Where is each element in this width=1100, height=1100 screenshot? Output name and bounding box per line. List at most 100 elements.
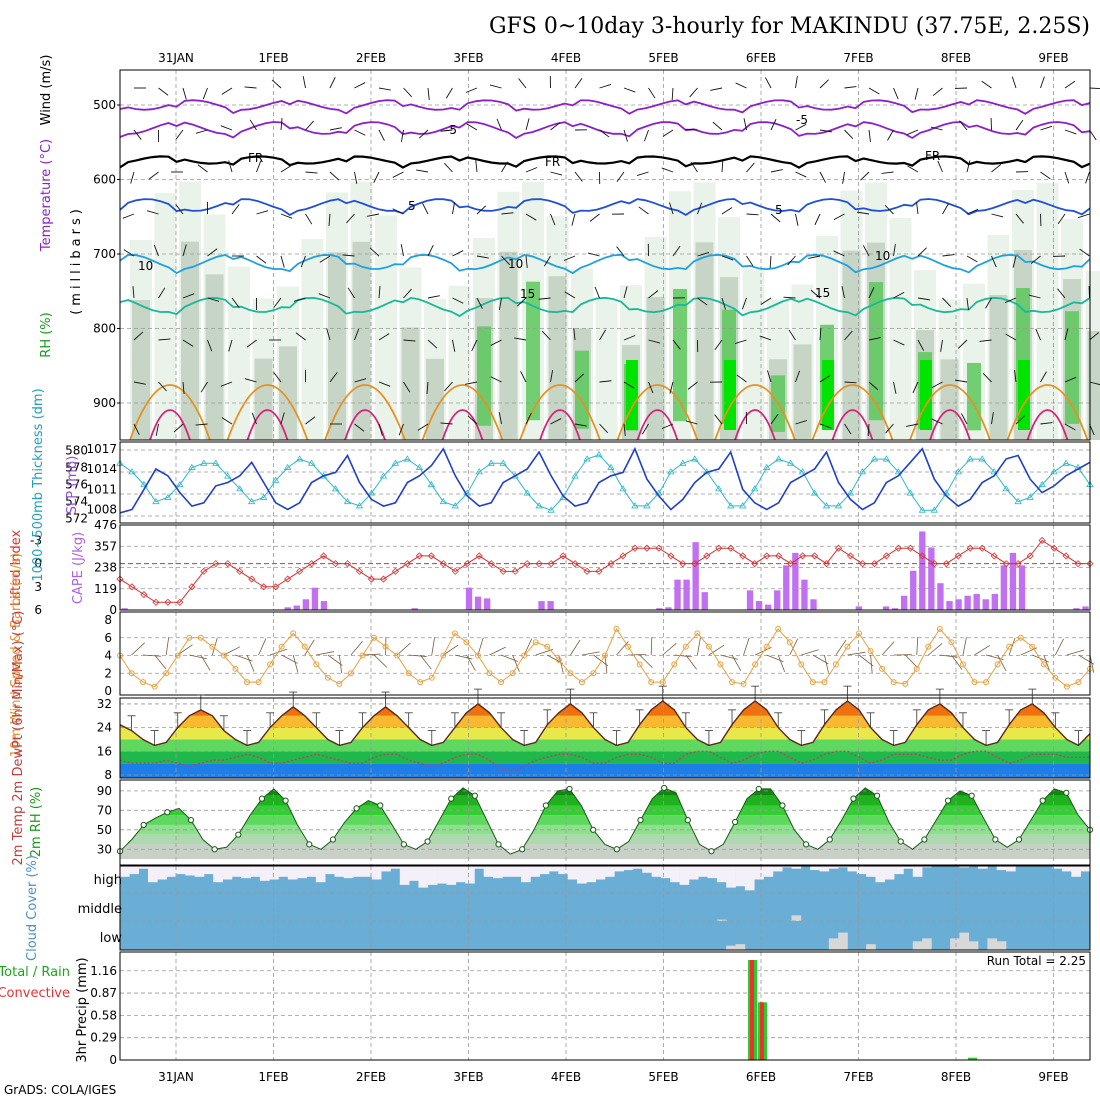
wind-barb-10m — [373, 654, 388, 668]
wind-barb — [525, 255, 528, 268]
wind-barb — [195, 423, 208, 426]
wind-barb — [367, 213, 380, 217]
wind-barb — [697, 297, 708, 306]
li-marker — [739, 552, 747, 560]
thickness-marker — [858, 468, 867, 475]
cape-bar — [474, 596, 482, 610]
li-marker — [523, 560, 531, 568]
wind-barb — [1011, 76, 1017, 89]
li-marker — [595, 567, 603, 575]
rh-band-mid — [181, 241, 199, 440]
wind-barb — [916, 202, 919, 215]
wind-barb — [746, 255, 754, 267]
wind-barb — [516, 297, 527, 307]
wind-barb — [403, 288, 412, 299]
wind-speed-marker — [832, 661, 839, 668]
wind-tick: 4 — [104, 649, 112, 663]
thickness-marker — [176, 480, 184, 488]
cloud-cell — [922, 866, 932, 868]
wind-barb — [427, 295, 440, 299]
rh-marker — [282, 797, 289, 804]
li-marker — [858, 560, 867, 568]
wind-barb — [467, 415, 478, 425]
thickness-marker — [1026, 493, 1034, 500]
thickness-marker — [595, 451, 603, 458]
wind-speed-marker — [613, 625, 620, 632]
li-marker — [367, 575, 376, 583]
rh-marker — [613, 846, 620, 853]
wind-barb — [329, 77, 336, 89]
wind-ylabel: 10m Wind Speed & Barbs (m/s) — [9, 553, 24, 758]
wind-barb — [623, 286, 628, 299]
wind-barb — [550, 370, 554, 383]
contour-label: 10 — [875, 249, 890, 263]
wind-barb — [427, 87, 430, 100]
wind-barb — [743, 118, 747, 131]
wind-barb — [687, 381, 698, 390]
wind-speed-marker — [371, 634, 378, 641]
cloud-cell — [1006, 866, 1016, 872]
wind-speed-marker — [174, 652, 181, 659]
wind-barb-10m — [777, 654, 786, 672]
top-date-label: 7FEB — [843, 51, 873, 65]
thickness-marker — [691, 455, 699, 462]
cloud-row-label: low — [100, 931, 123, 946]
wind-speed-marker — [301, 643, 308, 650]
li-marker — [511, 567, 519, 575]
cloud-cell — [175, 866, 186, 875]
rh-band-bright — [1018, 360, 1030, 430]
wind-barb — [182, 87, 187, 100]
cloud-cell — [120, 866, 130, 877]
upper-ylabel-mb: (millibars) — [69, 205, 84, 315]
wind-speed-marker — [521, 652, 528, 659]
cape-tick: 476 — [94, 518, 117, 532]
li-marker — [499, 567, 507, 575]
cloud-cell — [474, 866, 485, 869]
wind-speed-marker — [324, 674, 331, 681]
wind-barb — [906, 129, 919, 136]
wind-barb — [979, 339, 992, 342]
wind-barb — [319, 255, 331, 263]
chart-title: GFS 0~10day 3-hourly for MAKINDU (37.75E… — [489, 14, 1090, 39]
wind-barb — [1079, 248, 1090, 257]
wind-speed-marker — [151, 683, 158, 690]
cape-bar — [928, 547, 935, 610]
wind-barb — [868, 129, 871, 142]
wind-speed-marker — [244, 679, 251, 686]
wind-barb — [132, 286, 135, 299]
wind-barb — [133, 331, 144, 341]
cloud-cell — [194, 866, 205, 877]
cape-bar — [919, 531, 926, 610]
isotherm-arch-orange — [811, 384, 894, 441]
temp-ylabel: 2m Temp 2m DewPt (6hr Min/Max) (°C) — [11, 611, 26, 866]
rh-band-mid — [548, 276, 567, 440]
li-marker — [631, 544, 639, 552]
wind-barb — [122, 213, 135, 219]
wind-barb — [616, 246, 625, 257]
panel-frame — [119, 779, 1091, 866]
precip-panel: 1.16 0.87 0.58 0.29 0 — [90, 951, 1091, 1067]
wind-barb — [231, 297, 240, 308]
wind-barb — [574, 78, 583, 89]
wind-barb-10m — [731, 654, 742, 671]
wind-barb — [857, 211, 870, 215]
wind-barb — [868, 381, 879, 391]
wind-barb — [1040, 125, 1053, 131]
wind-barb — [1030, 255, 1041, 264]
wind-barb — [795, 213, 799, 226]
wind-barb — [574, 373, 585, 383]
wind-barb — [305, 416, 316, 425]
cloud-cell — [828, 866, 839, 869]
wind-barb — [862, 245, 870, 257]
cloud-cell — [996, 866, 1007, 871]
thickness-marker — [798, 468, 807, 475]
wind-barb — [305, 213, 313, 225]
wind-barb — [403, 381, 411, 393]
li-marker — [583, 567, 591, 575]
cloud-cell — [772, 866, 783, 872]
thickness-marker — [439, 497, 448, 505]
li-marker — [870, 560, 879, 568]
wind-speed-marker — [948, 639, 955, 646]
thickness-marker — [248, 497, 256, 505]
isotherm-arch-magenta — [149, 409, 191, 441]
